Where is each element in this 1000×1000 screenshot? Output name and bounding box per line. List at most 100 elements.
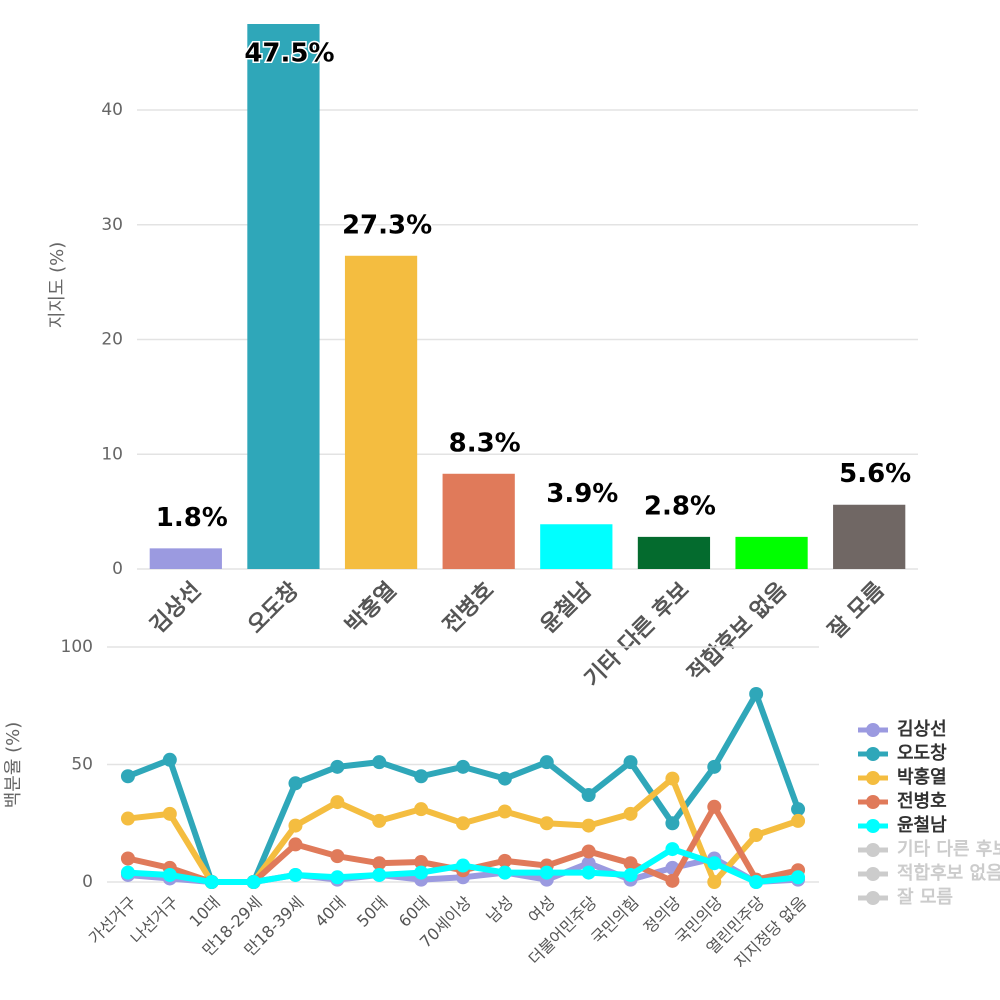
data-point [372,867,387,882]
bar [540,524,613,569]
data-point [162,867,177,882]
data-point [330,870,345,885]
data-point [581,788,596,803]
x-tick-label: 50대 [353,893,391,931]
data-point [162,752,177,767]
x-tick-label: 오도창 [243,578,304,639]
legend-swatch[interactable] [866,891,880,905]
legend-label[interactable]: 김상선 [897,719,947,740]
x-tick-label: 10대 [185,893,223,931]
data-point [162,806,177,821]
legend-label[interactable]: 박홍열 [897,766,947,788]
legend-swatch[interactable] [866,843,880,857]
legend-label[interactable]: 윤철남 [897,815,947,836]
data-point [581,818,596,833]
data-point [246,875,261,889]
data-point [707,759,722,774]
bar [442,473,515,569]
data-label: 47.5% [244,39,334,69]
bar [247,24,320,569]
y-tick-label: 50 [71,755,93,775]
data-point [120,811,135,826]
x-tick-label: 나선거구 [127,893,182,948]
data-point [581,865,596,880]
legend-label[interactable]: 오도창 [897,743,947,764]
bar [735,536,808,569]
data-point [665,873,680,888]
series-line [126,691,801,885]
bar [149,548,222,569]
x-tick-label: 박홍열 [341,578,402,639]
y-tick-label: 10 [101,444,123,464]
data-point [288,818,303,833]
data-point [372,813,387,828]
x-tick-label: 적합후보 없음 [682,577,792,687]
data-point [120,865,135,880]
data-label: 3.9% [546,479,618,509]
data-point [456,858,470,873]
x-tick-label: 60대 [395,893,433,931]
data-point [581,844,596,859]
data-label: 2.8% [644,491,716,521]
legend-label[interactable]: 적합후보 없음 [897,862,1000,884]
data-point [707,799,722,814]
data-point [623,806,638,821]
data-point [707,856,722,871]
y-axis-label: 지지도 (%) [47,242,68,329]
legend-swatch[interactable] [866,747,880,761]
data-point [456,759,470,774]
data-point [120,769,135,784]
legend-label[interactable]: 잘 모름 [897,887,953,908]
data-point [749,828,764,842]
data-label: 1.8% [156,503,228,533]
data-point [288,776,303,791]
data-point [539,865,554,880]
y-tick-label: 30 [101,215,123,235]
x-tick-label: 남성 [483,893,517,927]
data-label: 27.3% [342,210,432,240]
x-tick-label: 여성 [525,893,559,927]
y-tick-label: 0 [82,872,93,892]
data-point [623,755,638,770]
data-point [749,687,764,701]
data-label: 5.6% [839,459,911,489]
data-point [288,867,303,882]
data-point [288,837,303,852]
legend-label[interactable]: 전병호 [897,791,947,812]
legend-label[interactable]: 기타 다른 후보 [897,839,1000,860]
x-tick-label: 기타 다른 후보 [580,578,694,692]
data-point [414,802,429,817]
x-tick-label: 국민의힘 [587,893,642,948]
data-label: 8.3% [449,428,521,458]
data-point [749,875,764,889]
legend-swatch[interactable] [866,723,880,737]
data-point [623,856,638,871]
data-point [456,816,470,831]
bar [833,504,906,569]
data-point [539,816,554,831]
data-point [414,769,429,784]
data-point [623,867,638,882]
data-point [372,755,387,770]
legend-swatch[interactable] [866,771,880,785]
data-point [707,875,722,889]
bar [344,255,418,569]
x-tick-label: 김상선 [146,578,207,639]
data-point [497,865,512,880]
legend-swatch[interactable] [866,795,880,809]
data-point [791,802,806,817]
legend-swatch[interactable] [866,867,880,881]
y-tick-label: 100 [61,637,93,657]
data-point [497,804,512,819]
x-tick-label: 잘 모름 [824,578,890,644]
data-point [330,849,345,864]
y-tick-label: 20 [101,330,123,350]
data-point [791,870,806,885]
y-axis-label: 백분율 (%) [3,722,24,809]
data-point [330,795,345,810]
legend-swatch[interactable] [866,819,880,833]
data-point [120,851,135,866]
data-point [791,813,806,828]
data-point [497,771,512,786]
